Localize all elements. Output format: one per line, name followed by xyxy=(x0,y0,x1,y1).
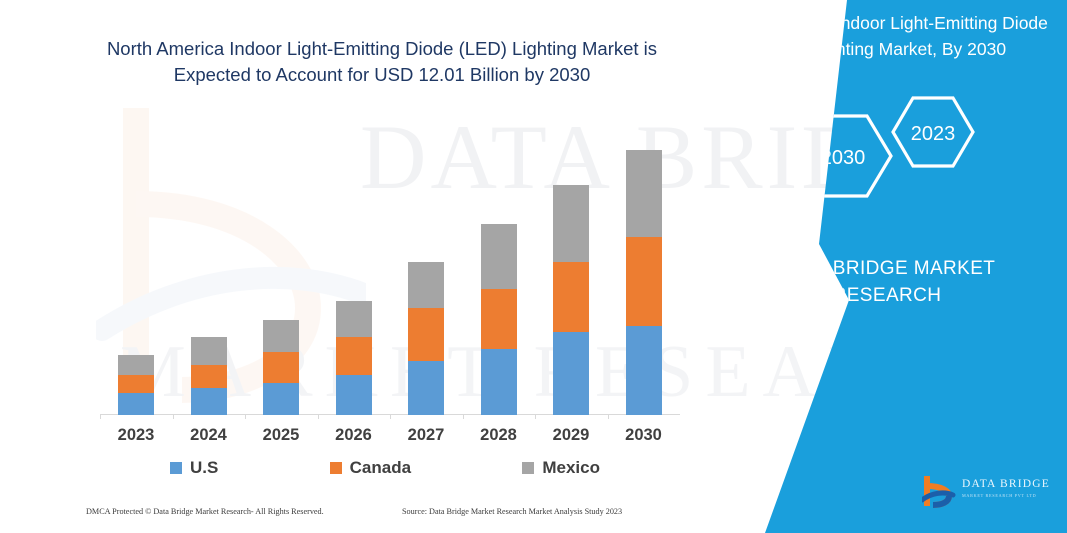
bar-segment-us-2027 xyxy=(408,360,445,415)
bar-segment-mexico-2023 xyxy=(118,355,155,375)
bar-segment-us-2029 xyxy=(553,331,590,415)
hexagon-icon-2030: 2030 xyxy=(793,114,893,198)
bar-group-2025 xyxy=(263,319,300,415)
x-axis-tick-2026 xyxy=(317,414,319,419)
x-axis-tick-2024 xyxy=(172,414,174,419)
x-axis-tick-2025 xyxy=(245,414,246,419)
banner-title: North America Indoor Light-Emitting Diod… xyxy=(720,13,1048,59)
bar-segment-mexico-2024 xyxy=(190,337,227,365)
hexagon-label-2030: 2030 xyxy=(821,147,866,169)
x-axis-labels: 2023 2024 2025 2026 2027 2028 2029 2030 xyxy=(100,426,680,454)
hexagon-badges: 2023 2030 xyxy=(767,92,1047,222)
bar-segment-mexico-2030 xyxy=(625,149,662,238)
bar-group-2023 xyxy=(118,355,155,415)
footer-source: Source: Data Bridge Market Research Mark… xyxy=(402,507,623,516)
bar-group-2030 xyxy=(625,149,662,415)
x-axis-label-2030: 2030 xyxy=(625,426,662,444)
legend-item-us[interactable]: U.S xyxy=(170,458,218,478)
bar-segment-canada-2027 xyxy=(408,307,445,361)
legend-label: U.S xyxy=(190,458,219,477)
bar-segment-mexico-2029 xyxy=(553,185,590,262)
chart-panel: North America Indoor Light-Emitting Diod… xyxy=(86,38,686,523)
legend-item-canada[interactable]: Canada xyxy=(329,458,412,478)
bar-segment-mexico-2028 xyxy=(480,223,517,290)
hexagon-icon-2023: 2023 xyxy=(891,96,975,168)
legend-label: Mexico xyxy=(542,458,600,477)
bar-segment-canada-2030 xyxy=(625,237,662,326)
bar-segment-canada-2025 xyxy=(263,352,300,383)
bar-segment-canada-2026 xyxy=(335,337,372,375)
footer: DMCA Protected © Data Bridge Market Rese… xyxy=(86,507,686,523)
bar-group-2029 xyxy=(553,185,590,415)
logo-b-icon xyxy=(919,475,956,508)
bar-chart-plot-area xyxy=(100,140,680,415)
bar-segment-us-2025 xyxy=(263,382,300,415)
hexagon-label-2023: 2023 xyxy=(911,123,956,145)
legend-swatch-icon xyxy=(522,462,535,474)
bar-segment-us-2024 xyxy=(190,388,227,415)
x-axis-label-2025: 2025 xyxy=(262,426,300,444)
bar-segment-us-2030 xyxy=(625,325,662,415)
x-axis-label-2029: 2029 xyxy=(552,426,590,444)
x-axis-tick-2027 xyxy=(390,414,391,419)
bar-segment-mexico-2025 xyxy=(263,319,300,353)
bar-group-2027 xyxy=(408,261,445,415)
banner-brand-name: DATA BRIDGE MARKET RESEARCH xyxy=(778,258,996,306)
bar-group-2024 xyxy=(190,337,227,415)
x-axis-label-2024: 2024 xyxy=(190,426,227,444)
page-title: North America Indoor Light-Emitting Diod… xyxy=(106,38,658,85)
x-axis-tick-2023 xyxy=(100,414,101,419)
x-axis-label-2027: 2027 xyxy=(407,426,445,444)
legend-swatch-icon xyxy=(170,462,182,474)
legend-item-mexico[interactable]: Mexico xyxy=(522,458,600,478)
x-axis-tick-2029 xyxy=(535,414,536,419)
x-axis-tick-2028 xyxy=(462,414,464,419)
x-axis-tick-2030 xyxy=(607,414,609,419)
legend-label: Canada xyxy=(349,458,412,477)
footer-copyright: DMCA Protected © Data Bridge Market Rese… xyxy=(86,507,324,516)
bar-group-2028 xyxy=(480,223,517,415)
bar-segment-canada-2024 xyxy=(190,364,227,389)
bar-segment-us-2026 xyxy=(335,374,372,415)
bar-segment-mexico-2026 xyxy=(335,301,372,338)
legend-swatch-icon xyxy=(329,462,342,474)
data-bridge-logo: DATA BRIDGE MARKET RESEARCH PVT LTD xyxy=(919,475,1054,510)
x-axis-label-2028: 2028 xyxy=(480,426,517,444)
logo-tagline: MARKET RESEARCH PVT LTD xyxy=(962,493,1037,498)
bar-segment-canada-2029 xyxy=(553,261,590,332)
logo-name: DATA BRIDGE xyxy=(962,478,1050,490)
chart-legend: U.S Canada Mexico xyxy=(170,455,600,481)
x-axis-label-2026: 2026 xyxy=(335,426,372,444)
bar-segment-canada-2023 xyxy=(118,374,155,394)
x-axis-line xyxy=(100,414,680,415)
bar-segment-canada-2028 xyxy=(480,289,517,350)
x-axis-label-2023: 2023 xyxy=(117,426,155,444)
bar-group-2026 xyxy=(335,301,372,415)
bar-segment-us-2023 xyxy=(118,393,155,415)
bar-segment-us-2028 xyxy=(480,349,517,415)
bar-segment-mexico-2027 xyxy=(408,261,445,308)
